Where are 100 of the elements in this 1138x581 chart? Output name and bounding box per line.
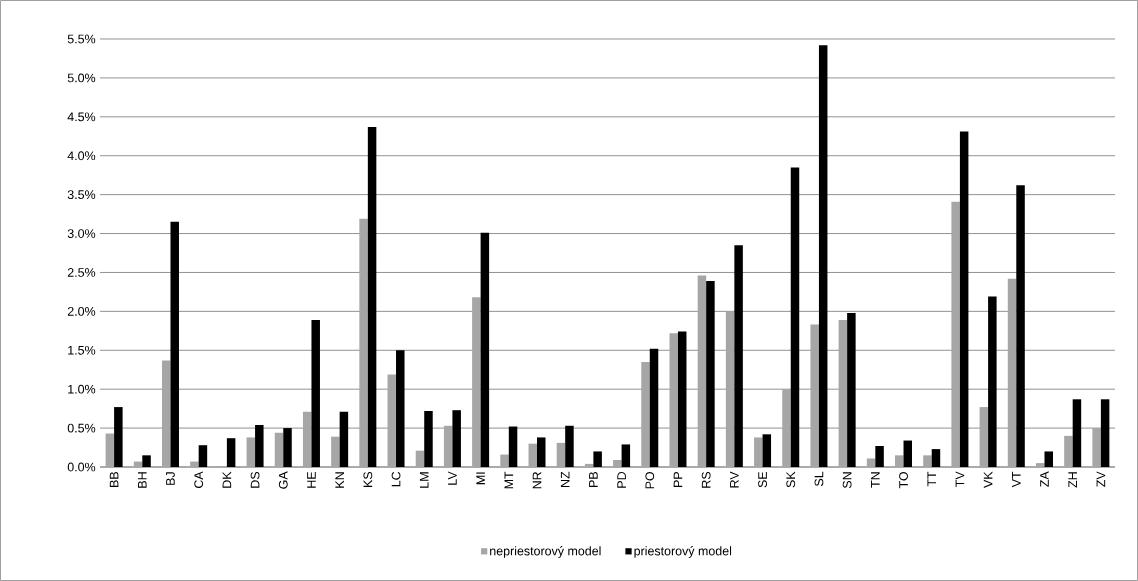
x-tick-label: KS bbox=[363, 471, 373, 487]
x-tick-label: PB bbox=[589, 472, 598, 487]
bar bbox=[537, 437, 546, 467]
bar bbox=[613, 460, 622, 467]
bar bbox=[1035, 463, 1045, 467]
bar bbox=[105, 433, 115, 467]
x-tick-label: SL bbox=[814, 471, 824, 487]
y-tick-label: 4.0% bbox=[67, 151, 96, 161]
bar bbox=[311, 319, 320, 467]
x-tick-label: ZH bbox=[1068, 472, 1077, 488]
bar bbox=[649, 348, 659, 467]
x-tick-label: VK bbox=[983, 471, 993, 488]
x-tick-label: SK bbox=[786, 471, 796, 488]
x-tick-label: PP bbox=[673, 472, 683, 487]
y-tick-label: 2.5% bbox=[67, 268, 96, 277]
bar bbox=[424, 410, 433, 467]
bar bbox=[443, 425, 453, 467]
bar bbox=[706, 281, 715, 467]
bar bbox=[565, 425, 574, 467]
bar bbox=[1064, 435, 1073, 467]
bar bbox=[472, 297, 481, 467]
bar bbox=[142, 455, 151, 467]
x-tick-label: NZ bbox=[560, 471, 570, 487]
x-tick-label: NR bbox=[532, 471, 542, 489]
x-tick-label: TN bbox=[871, 472, 880, 488]
bar bbox=[274, 432, 284, 467]
bar bbox=[782, 389, 791, 467]
x-tick-label: MI bbox=[476, 472, 485, 485]
bar bbox=[810, 324, 819, 467]
bar bbox=[1092, 428, 1101, 467]
bar bbox=[255, 424, 264, 467]
bar bbox=[1072, 399, 1082, 467]
bar bbox=[593, 451, 602, 467]
x-tick-label: SN bbox=[842, 472, 852, 489]
bar bbox=[754, 437, 763, 467]
y-tick-label: 1.5% bbox=[68, 345, 96, 355]
x-tick-label: CA bbox=[194, 471, 204, 489]
bar bbox=[302, 411, 312, 467]
x-tick-label: BH bbox=[138, 472, 147, 488]
bar bbox=[818, 45, 828, 467]
bar bbox=[669, 333, 678, 467]
x-tick-label: BB bbox=[109, 472, 119, 487]
x-tick-label: RV bbox=[730, 471, 739, 488]
bar bbox=[931, 449, 941, 467]
x-tick-label: TT bbox=[927, 471, 936, 487]
y-tick-label: 3.5% bbox=[67, 190, 96, 200]
y-tick-label: 1.0% bbox=[68, 384, 96, 394]
x-tick-label: RS bbox=[701, 471, 711, 488]
bar bbox=[170, 221, 179, 467]
bar bbox=[677, 331, 687, 467]
bar bbox=[979, 407, 989, 467]
y-tick-label: 5.0% bbox=[67, 73, 96, 83]
bar bbox=[1007, 278, 1017, 467]
bar bbox=[367, 126, 377, 467]
bar bbox=[697, 275, 707, 467]
bar bbox=[988, 296, 997, 467]
bar bbox=[283, 428, 292, 467]
y-tick-label: 2.0% bbox=[67, 306, 96, 316]
bar bbox=[621, 444, 631, 467]
bar bbox=[641, 361, 650, 467]
y-tick-label: 0.0% bbox=[67, 462, 96, 472]
bar bbox=[1044, 451, 1053, 467]
x-tick-label: PD bbox=[617, 471, 626, 488]
bar bbox=[866, 458, 876, 467]
bar bbox=[339, 411, 349, 467]
bar bbox=[847, 312, 856, 467]
bar bbox=[226, 438, 236, 467]
x-tick-label: TO bbox=[899, 471, 908, 489]
bar bbox=[114, 407, 123, 467]
bar bbox=[387, 374, 397, 467]
bar bbox=[415, 450, 425, 467]
bar bbox=[923, 455, 932, 467]
bar bbox=[951, 201, 960, 467]
x-tick-label: HE bbox=[307, 471, 316, 488]
legend-label: nepriestorový model bbox=[490, 546, 601, 558]
bar bbox=[556, 442, 566, 467]
bar bbox=[762, 434, 772, 467]
x-tick-label: GA bbox=[278, 471, 288, 489]
bar bbox=[198, 445, 208, 467]
bar bbox=[1100, 399, 1110, 467]
bar bbox=[246, 437, 256, 467]
x-tick-label: BJ bbox=[166, 472, 175, 485]
bar bbox=[190, 461, 199, 467]
bar bbox=[1016, 185, 1025, 467]
x-tick-label: DK bbox=[222, 471, 232, 488]
bar bbox=[161, 360, 171, 467]
bar bbox=[875, 445, 884, 467]
bar bbox=[331, 436, 340, 467]
bar bbox=[396, 350, 405, 467]
y-tick-label: 3.0% bbox=[67, 229, 96, 238]
bar bbox=[480, 232, 490, 467]
bar bbox=[359, 218, 368, 467]
y-tick-label: 0.5% bbox=[67, 423, 96, 433]
bar bbox=[959, 131, 969, 467]
x-tick-label: TV bbox=[955, 471, 965, 487]
bar bbox=[838, 319, 848, 467]
x-tick-label: DS bbox=[250, 471, 260, 488]
legend-label: priestorový model bbox=[634, 546, 732, 558]
bar bbox=[528, 443, 537, 467]
bar bbox=[500, 454, 509, 467]
